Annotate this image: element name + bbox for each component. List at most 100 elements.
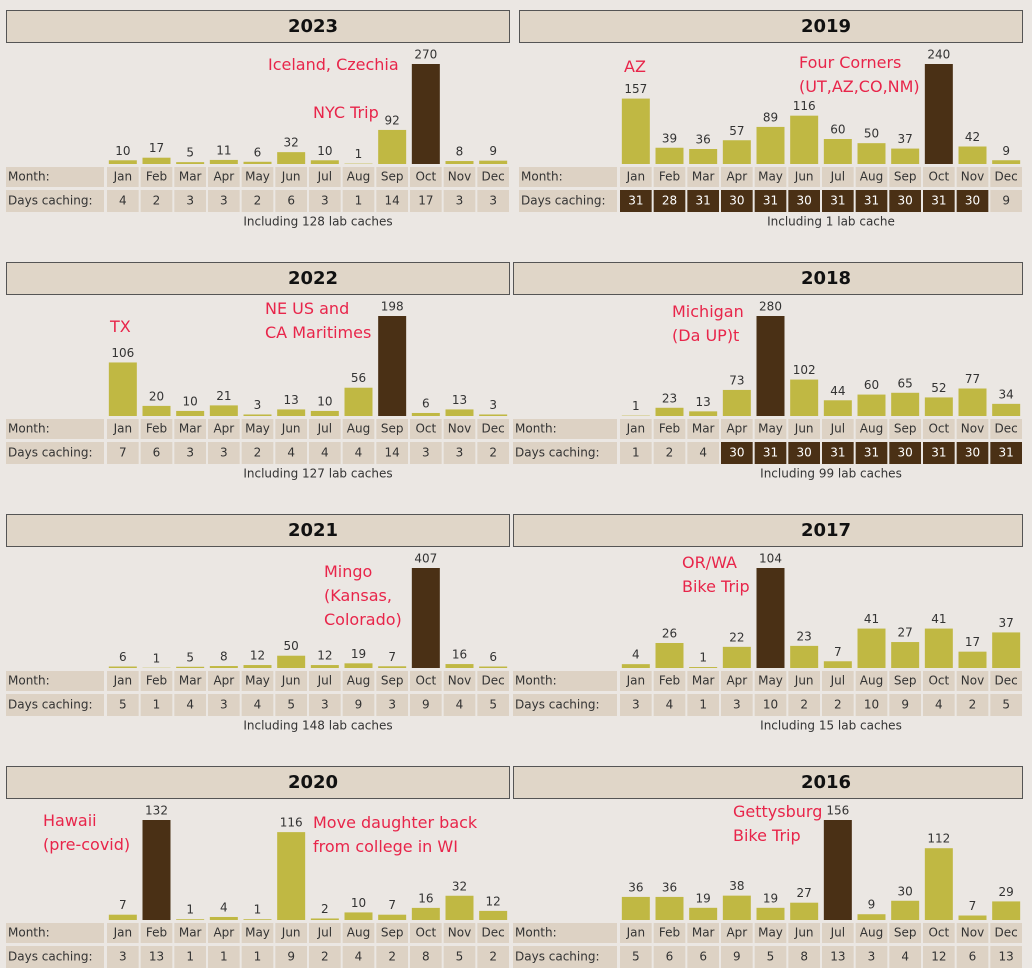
days-cell bbox=[822, 442, 854, 464]
days-cell bbox=[174, 694, 206, 716]
month-label: Jun bbox=[794, 674, 814, 688]
bar bbox=[411, 568, 440, 668]
value-label: 26 bbox=[662, 627, 677, 641]
bar bbox=[445, 161, 474, 164]
month-label: Jun bbox=[281, 170, 301, 184]
month-label: Apr bbox=[726, 674, 747, 688]
value-label: 11 bbox=[216, 143, 231, 157]
month-label: Feb bbox=[659, 926, 680, 940]
month-label: Aug bbox=[860, 674, 883, 688]
bar bbox=[479, 160, 508, 164]
month-cell bbox=[687, 419, 719, 439]
value-label: 13 bbox=[696, 395, 711, 409]
month-cell bbox=[107, 167, 139, 187]
days-cell bbox=[687, 442, 719, 464]
days-value: 4 bbox=[901, 950, 909, 964]
days-cell bbox=[923, 442, 955, 464]
days-cell bbox=[410, 946, 442, 968]
days-value: 3 bbox=[220, 194, 228, 208]
month-cell bbox=[477, 167, 509, 187]
days-cell bbox=[107, 946, 139, 968]
month-cell bbox=[889, 923, 921, 943]
month-label: Oct bbox=[928, 170, 949, 184]
days-value: 7 bbox=[119, 446, 127, 460]
annotation: Hawaii bbox=[43, 811, 97, 830]
month-cell bbox=[721, 419, 753, 439]
days-value: 2 bbox=[969, 698, 977, 712]
month-cell bbox=[342, 671, 375, 691]
days-cell bbox=[477, 442, 509, 464]
month-cell bbox=[923, 923, 955, 943]
month-label: Aug bbox=[347, 674, 370, 688]
month-label: Feb bbox=[146, 674, 167, 688]
month-cell bbox=[309, 419, 341, 439]
days-value: 3 bbox=[186, 194, 194, 208]
bar bbox=[277, 655, 306, 668]
bar bbox=[243, 919, 272, 920]
month-cell bbox=[855, 671, 888, 691]
bar bbox=[655, 407, 684, 416]
bar bbox=[958, 146, 987, 164]
days-cell bbox=[241, 694, 274, 716]
bar bbox=[756, 568, 785, 668]
value-label: 3 bbox=[254, 398, 262, 412]
value-label: 1 bbox=[254, 903, 262, 917]
month-label: Mar bbox=[692, 422, 715, 436]
days-value: 9 bbox=[733, 950, 741, 964]
days-value: 13 bbox=[149, 950, 164, 964]
month-cell bbox=[889, 167, 921, 187]
annotation: Colorado) bbox=[324, 610, 402, 629]
value-label: 198 bbox=[381, 300, 404, 314]
days-cell bbox=[477, 946, 509, 968]
value-label: 12 bbox=[486, 894, 501, 908]
month-cell bbox=[822, 923, 854, 943]
days-value: 5 bbox=[456, 950, 464, 964]
month-cell bbox=[721, 167, 753, 187]
month-label: Dec bbox=[995, 926, 1018, 940]
bar bbox=[689, 667, 718, 668]
value-label: 10 bbox=[183, 394, 198, 408]
month-label: Apr bbox=[726, 926, 747, 940]
days-value: 2 bbox=[388, 950, 396, 964]
month-cell bbox=[208, 923, 240, 943]
days-value: 4 bbox=[355, 950, 363, 964]
month-label: Feb bbox=[659, 674, 680, 688]
value-label: 2 bbox=[321, 902, 329, 916]
month-cell bbox=[687, 671, 719, 691]
bar bbox=[344, 663, 373, 668]
annotation: CA Maritimes bbox=[265, 323, 371, 342]
days-value: 9 bbox=[1002, 194, 1010, 208]
annotation: Move daughter back bbox=[313, 813, 478, 832]
month-label: Jun bbox=[281, 674, 301, 688]
month-cell bbox=[754, 923, 787, 943]
bar bbox=[756, 126, 785, 164]
bar bbox=[857, 914, 886, 920]
days-cell bbox=[241, 442, 274, 464]
days-cell bbox=[754, 946, 787, 968]
days-cell bbox=[788, 694, 820, 716]
days-value: 1 bbox=[153, 698, 161, 712]
month-cell bbox=[174, 419, 206, 439]
month-cell bbox=[208, 419, 240, 439]
value-label: 10 bbox=[317, 144, 332, 158]
month-cell bbox=[342, 167, 375, 187]
days-value: 4 bbox=[935, 698, 943, 712]
month-label: Apr bbox=[213, 422, 234, 436]
month-label: Sep bbox=[381, 170, 404, 184]
days-cell bbox=[620, 946, 652, 968]
month-label: Jun bbox=[281, 926, 301, 940]
month-label: May bbox=[758, 422, 783, 436]
month-label: Jun bbox=[794, 170, 814, 184]
month-label: Dec bbox=[482, 170, 505, 184]
days-value: 2 bbox=[800, 698, 808, 712]
days-value: 4 bbox=[254, 698, 262, 712]
days-value: 3 bbox=[321, 194, 329, 208]
value-label: 77 bbox=[965, 372, 980, 386]
month-label: Jun bbox=[281, 422, 301, 436]
days-value: 1 bbox=[254, 950, 262, 964]
month-label: May bbox=[758, 170, 783, 184]
bar bbox=[722, 140, 751, 164]
month-cell bbox=[721, 671, 753, 691]
days-cell bbox=[822, 190, 854, 212]
month-label: Feb bbox=[146, 170, 167, 184]
